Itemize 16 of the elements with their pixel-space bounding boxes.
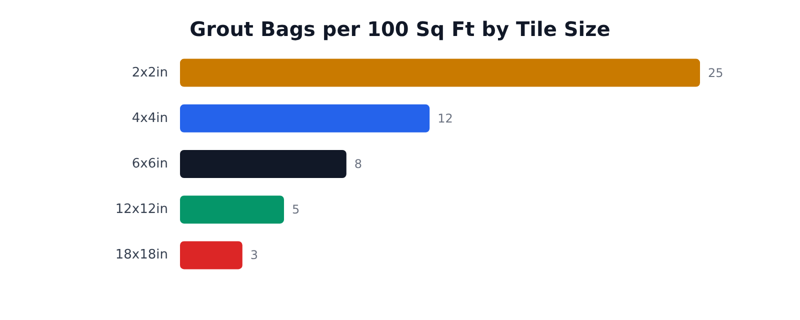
y-tick-label: 2x2in [132, 65, 168, 80]
data-label: 3 [250, 248, 258, 262]
bar [180, 58, 700, 87]
data-label: 8 [354, 157, 362, 171]
bar [180, 104, 430, 132]
y-tick-label: 4x4in [132, 110, 168, 126]
chart-title: Grout Bags per 100 Sq Ft by Tile Size [190, 17, 610, 41]
data-label: 12 [438, 111, 453, 126]
y-tick-label: 12x12in [115, 202, 168, 218]
y-tick-label: 6x6in [132, 156, 168, 172]
data-label: 5 [292, 202, 300, 217]
bar [180, 150, 346, 178]
data-label: 25 [708, 66, 724, 80]
bar [180, 241, 242, 270]
y-tick-label: 18x18in [115, 248, 168, 263]
bar [180, 196, 284, 224]
